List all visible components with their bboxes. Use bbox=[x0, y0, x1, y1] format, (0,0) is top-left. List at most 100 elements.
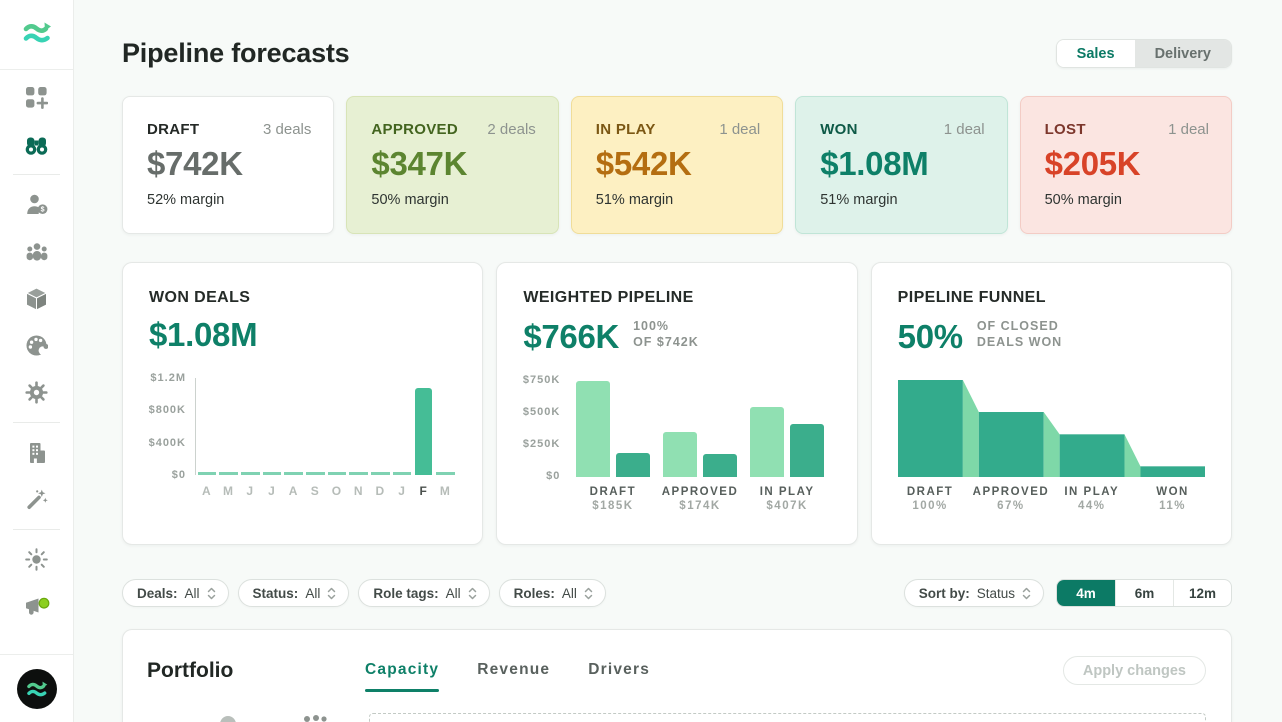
weighted-bar-group bbox=[656, 380, 743, 477]
funnel-segment bbox=[1140, 465, 1205, 477]
team-icon bbox=[25, 242, 49, 261]
waves-logo-icon bbox=[22, 19, 52, 51]
toggle-delivery[interactable]: Delivery bbox=[1134, 40, 1231, 67]
weighted-bar bbox=[750, 406, 785, 477]
tab-revenue[interactable]: Revenue bbox=[477, 660, 551, 678]
stat-deal-count: 1 deal bbox=[1168, 121, 1209, 138]
zero-value-bar bbox=[349, 472, 368, 475]
chart-headline-value: 50% bbox=[897, 317, 963, 355]
funnel-connector bbox=[962, 379, 979, 477]
sidebar-item-forecasts[interactable] bbox=[0, 121, 74, 168]
page-title: Pipeline forecasts bbox=[122, 38, 350, 68]
month-label: D bbox=[375, 484, 386, 498]
weighted-groups bbox=[569, 380, 830, 477]
stat-card-inplay[interactable]: IN PLAY 1 deal $542K 51% margin bbox=[570, 96, 784, 234]
funnel-stage-label: IN PLAY 44% bbox=[1064, 486, 1119, 512]
funnel-stage-label: DRAFT 100% bbox=[907, 486, 953, 512]
month-label: J bbox=[398, 484, 406, 498]
chevron-updown-icon bbox=[1022, 587, 1031, 599]
sidebar-item-theme[interactable] bbox=[0, 536, 74, 583]
portfolio-avatar-icon bbox=[219, 715, 237, 722]
stage-name-label: APPROVED bbox=[972, 485, 1050, 498]
stat-card-won[interactable]: WON 1 deal $1.08M 51% margin bbox=[795, 96, 1008, 234]
chart-title: WON DEALS bbox=[149, 289, 251, 306]
sidebar-divider bbox=[13, 174, 60, 175]
bar-cell bbox=[326, 472, 348, 475]
announcements-megaphone-icon bbox=[23, 596, 50, 618]
zero-value-bar bbox=[327, 472, 347, 475]
stat-value: $742K bbox=[147, 145, 243, 182]
zero-value-bar bbox=[197, 472, 217, 475]
filter-deals[interactable]: Deals: All bbox=[122, 579, 229, 607]
filter-label: Role tags: bbox=[373, 585, 439, 601]
zero-value-bar bbox=[371, 472, 390, 475]
stage-value-label: $185K bbox=[592, 499, 634, 512]
portfolio-plan-area[interactable] bbox=[369, 713, 1206, 722]
won-yaxis: $1.2M $800K $400K $0 bbox=[148, 372, 186, 481]
stat-deal-count: 1 deal bbox=[943, 121, 985, 138]
range-12m[interactable]: 12m bbox=[1173, 580, 1231, 606]
stat-card-draft[interactable]: DRAFT 3 deals $742K 52% margin bbox=[122, 96, 335, 234]
sidebar-item-announcements[interactable] bbox=[0, 583, 74, 630]
portfolio-team-icon bbox=[303, 715, 329, 722]
chart-subtitle: 100% OF $742K bbox=[633, 318, 699, 353]
chevron-updown-icon bbox=[207, 587, 215, 599]
stage-pct-label: 67% bbox=[997, 499, 1025, 512]
chart-subtitle-line: OF CLOSED bbox=[976, 319, 1059, 333]
filter-roles[interactable]: Roles: All bbox=[498, 579, 606, 607]
user-avatar[interactable] bbox=[0, 654, 73, 722]
filter-value: All bbox=[445, 585, 461, 601]
weighted-bar bbox=[790, 423, 825, 477]
sidebar-item-dashboard[interactable] bbox=[0, 74, 74, 121]
stat-card-approved[interactable]: APPROVED 2 deals $347K 50% margin bbox=[346, 96, 559, 234]
filters-right-controls: Sort by: Status 4m 6m 12m bbox=[903, 579, 1232, 607]
apply-changes-button[interactable]: Apply changes bbox=[1062, 656, 1206, 685]
stat-card-lost[interactable]: LOST 1 deal $205K 50% margin bbox=[1019, 96, 1232, 234]
stage-name-label: WON bbox=[1156, 485, 1189, 498]
chevron-updown-icon bbox=[584, 587, 593, 599]
sidebar-group-top bbox=[0, 70, 73, 172]
sidebar-item-company[interactable] bbox=[0, 429, 74, 476]
sort-by-value: Status bbox=[976, 585, 1015, 601]
sidebar-item-clients[interactable]: $ bbox=[0, 181, 74, 228]
tab-capacity[interactable]: Capacity bbox=[365, 661, 440, 692]
weighted-bar bbox=[575, 380, 610, 477]
month-label: M bbox=[223, 484, 235, 498]
chart-title: WEIGHTED PIPELINE bbox=[523, 289, 694, 306]
bar-cell bbox=[370, 472, 392, 475]
sidebar-item-packages[interactable] bbox=[0, 275, 74, 322]
stat-label: APPROVED bbox=[371, 121, 458, 138]
chart-subtitle-line: DEALS WON bbox=[976, 335, 1063, 350]
bar-cell bbox=[435, 472, 457, 475]
month-label: A bbox=[288, 484, 299, 498]
portfolio-tabs: Capacity Revenue Drivers bbox=[365, 660, 651, 692]
range-6m[interactable]: 6m bbox=[1115, 580, 1173, 606]
funnel-labels: DRAFT 100% APPROVED 67% IN PLAY 44% WON 11% bbox=[898, 486, 1205, 518]
toggle-sales[interactable]: Sales bbox=[1056, 40, 1135, 67]
chart-title: PIPELINE FUNNEL bbox=[897, 289, 1046, 306]
stat-margin: 52% margin bbox=[147, 192, 225, 208]
chart-value-row: 50% OF CLOSED DEALS WON bbox=[898, 318, 1205, 353]
sort-by-dropdown[interactable]: Sort by: Status bbox=[903, 579, 1044, 607]
portfolio-header: Portfolio Capacity Revenue Drivers Apply… bbox=[147, 656, 1206, 692]
stat-value: $1.08M bbox=[820, 145, 929, 182]
weighted-pipeline-card: WEIGHTED PIPELINE $766K 100% OF $742K $7… bbox=[496, 262, 858, 545]
sidebar-item-team[interactable] bbox=[0, 228, 74, 275]
range-toggle: 4m 6m 12m bbox=[1056, 579, 1232, 607]
funnel-stage-label: WON 11% bbox=[1156, 486, 1189, 512]
range-4m[interactable]: 4m bbox=[1057, 580, 1115, 606]
stage-name-label: DRAFT bbox=[589, 485, 637, 498]
zero-value-bar bbox=[436, 472, 455, 475]
bar-cell bbox=[413, 388, 435, 475]
sidebar-item-palette[interactable] bbox=[0, 322, 74, 369]
stat-margin: 50% margin bbox=[371, 192, 449, 208]
weighted-bar bbox=[662, 431, 697, 477]
app-logo[interactable] bbox=[0, 0, 73, 70]
tab-drivers[interactable]: Drivers bbox=[588, 660, 651, 678]
sidebar-item-settings[interactable] bbox=[0, 369, 74, 416]
sidebar-item-automation[interactable] bbox=[0, 476, 74, 523]
filter-role-tags[interactable]: Role tags: All bbox=[358, 579, 490, 607]
filter-status[interactable]: Status: All bbox=[237, 579, 350, 607]
chart-value-row: $1.08M bbox=[149, 318, 456, 351]
